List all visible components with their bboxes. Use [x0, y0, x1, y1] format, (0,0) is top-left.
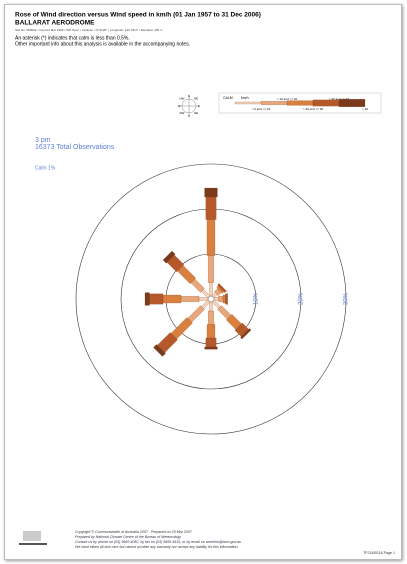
- compass-label: NW: [179, 97, 184, 101]
- compass-label: SE: [194, 111, 198, 115]
- rose-segment: [206, 219, 216, 256]
- rose-segment: [198, 297, 209, 301]
- rose-segment: [225, 293, 228, 305]
- compass-label: S: [188, 114, 190, 118]
- title: Rose of Wind direction versus Wind speed…: [15, 12, 261, 19]
- legend-title: km/h: [241, 96, 249, 100]
- time: 3 pm: [35, 137, 51, 144]
- ring-label: 20%: [299, 292, 305, 305]
- compass-label: W: [178, 104, 181, 108]
- rose-segment: [222, 294, 226, 304]
- legend-label: > 0 and <= 10: [252, 107, 271, 111]
- rose-segment: [149, 293, 164, 305]
- legend-calm: CALM: [223, 96, 233, 100]
- page: Rose of Wind direction versus Wind speed…: [4, 4, 402, 560]
- legend-label: > 30 and <= 40: [329, 97, 350, 101]
- footer-text: We have taken all due care but cannot pr…: [75, 545, 239, 549]
- compass-label: N: [188, 94, 190, 98]
- calm-label: Calm 1%: [35, 165, 56, 171]
- legend-swatch: [286, 100, 314, 106]
- rose-segment: [240, 328, 252, 340]
- rose-segment: [206, 324, 216, 339]
- legend-swatch: [338, 99, 366, 107]
- rose-segment: [162, 294, 182, 304]
- rose-segment: [205, 337, 217, 348]
- rose-segment: [201, 299, 211, 309]
- legend-label: > 40: [362, 107, 368, 111]
- rose-segment: [213, 297, 219, 301]
- ring: [75, 163, 347, 435]
- ring-label: 30%: [344, 292, 350, 305]
- station: BALLARAT AERODROME: [15, 20, 95, 27]
- rose-segment: [144, 292, 150, 306]
- rose-segment: [209, 301, 213, 312]
- observations: 16373 Total Observations: [35, 144, 115, 151]
- rose-segment: [208, 255, 214, 283]
- rose-segment: [208, 310, 214, 325]
- compass-label: NE: [194, 97, 198, 101]
- note: Other important info about this analysis…: [15, 41, 190, 47]
- logo: [19, 531, 47, 545]
- page-number: TF21W0118 Page 1: [363, 551, 395, 555]
- rose-segment: [218, 296, 224, 302]
- compass-label: E: [198, 104, 200, 108]
- legend-swatch: [260, 101, 288, 105]
- ring-label: 10%: [254, 292, 260, 305]
- legend-swatch: [234, 101, 262, 105]
- document: Rose of Wind direction versus Wind speed…: [15, 12, 395, 555]
- rose-segment: [153, 344, 166, 357]
- compass: [179, 96, 199, 116]
- compass-label: SW: [180, 111, 185, 115]
- rose-segment: [205, 196, 217, 220]
- calm-circle: [207, 295, 215, 303]
- footer-text: Prepared by National Climate Centre of t…: [75, 535, 181, 539]
- rose-segment: [201, 289, 211, 299]
- footer-text: Contact us by phone on (03) 9669 4082, b…: [75, 540, 241, 544]
- rose-segment: [180, 296, 200, 302]
- rose-segment: [218, 282, 228, 292]
- rose-segment: [170, 317, 193, 340]
- footer-text: Copyright © Commonwealth of Australia 20…: [75, 530, 193, 534]
- note: An asterisk (*) indicates that calm is l…: [15, 35, 130, 41]
- rose-segment: [209, 282, 213, 297]
- rose-segment: [187, 305, 205, 323]
- site-info: Site No: 089002 • Opened Mar 1908 • Stil…: [15, 28, 163, 32]
- legend-swatch: [312, 99, 340, 107]
- rose-segment: [204, 346, 218, 350]
- legend-label: > 10 and <= 20: [277, 97, 298, 101]
- legend-box: [218, 92, 382, 114]
- legend-label: > 20 and <= 30: [303, 107, 324, 111]
- rose-segment: [162, 250, 176, 264]
- rose-segment: [204, 187, 218, 198]
